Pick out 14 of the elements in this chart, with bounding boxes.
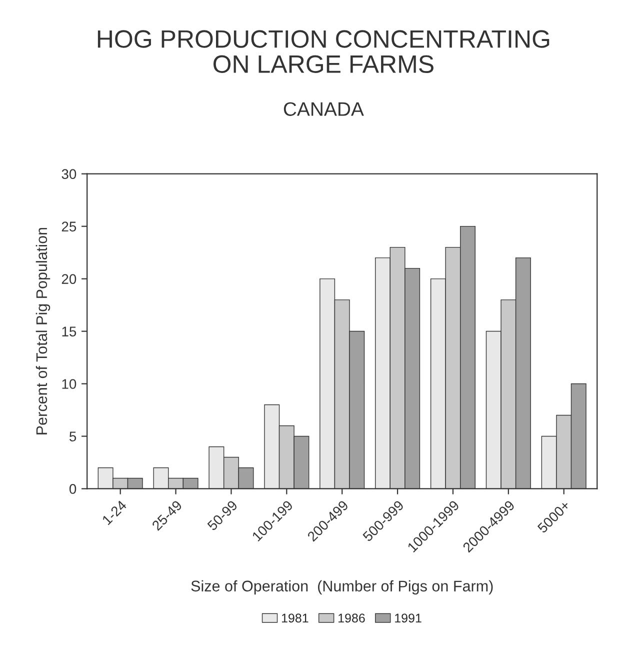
y-tick-label: 20: [62, 274, 76, 284]
legend-label: 1986: [338, 614, 365, 623]
y-tick-label: 30: [62, 169, 76, 180]
y-tick-label: 25: [62, 222, 76, 232]
chart-subtitle: CANADA: [284, 102, 364, 116]
y-tick-label: 10: [62, 379, 76, 389]
y-axis-title: Percent of Total Pig Population: [36, 228, 50, 434]
x-axis-title: Size of Operation (Number of Pigs on Farm): [191, 580, 493, 594]
legend-label: 1981: [282, 614, 308, 623]
y-tick-label: 0: [69, 484, 76, 494]
legend-label: 1991: [395, 614, 422, 623]
y-tick-label: 15: [62, 326, 76, 336]
chart-title: HOG PRODUCTION CONCENTRATING ON LARGE FARMS: [98, 30, 550, 73]
y-tick-label: 5: [69, 432, 76, 442]
